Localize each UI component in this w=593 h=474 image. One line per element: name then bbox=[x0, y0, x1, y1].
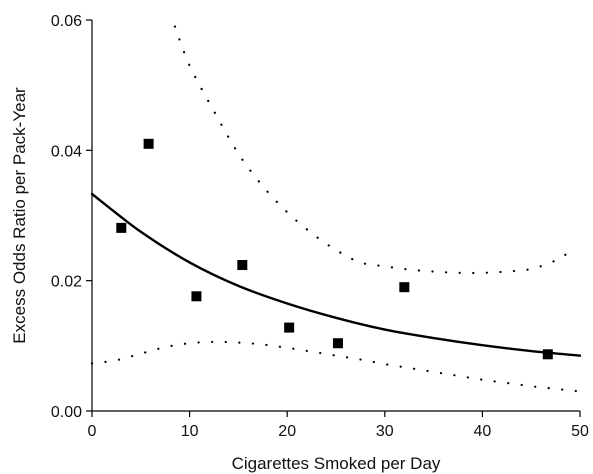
x-tick-label: 50 bbox=[571, 423, 589, 440]
y-axis-title: Excess Odds Ratio per Pack-Year bbox=[10, 87, 29, 344]
x-axis-title: Cigarettes Smoked per Day bbox=[232, 454, 441, 473]
x-tick-label: 10 bbox=[181, 423, 199, 440]
axes bbox=[91, 20, 580, 412]
y-tick-label: 0.00 bbox=[51, 404, 82, 421]
y-tick-label: 0.04 bbox=[51, 143, 82, 160]
x-tick-label: 20 bbox=[278, 423, 296, 440]
y-ticks: 0.00 0.02 0.04 0.06 bbox=[51, 13, 92, 421]
data-point bbox=[237, 260, 248, 271]
x-ticks: 0 10 20 30 40 50 bbox=[88, 411, 589, 440]
data-point bbox=[284, 322, 295, 333]
plot-lines bbox=[90, 25, 582, 393]
x-tick-label: 30 bbox=[376, 423, 394, 440]
x-tick-label: 0 bbox=[88, 423, 97, 440]
fitted-curve bbox=[90, 192, 582, 357]
lower-confidence-band bbox=[90, 340, 582, 393]
data-point bbox=[116, 222, 127, 233]
data-point bbox=[143, 138, 154, 149]
y-tick-label: 0.02 bbox=[51, 274, 82, 291]
y-tick-label: 0.06 bbox=[51, 13, 82, 30]
upper-confidence-band bbox=[173, 25, 572, 275]
data-point bbox=[191, 291, 202, 302]
data-point bbox=[542, 349, 553, 360]
plot-points bbox=[116, 138, 553, 360]
x-tick-label: 40 bbox=[474, 423, 492, 440]
data-point bbox=[332, 338, 343, 349]
data-point bbox=[399, 282, 410, 293]
